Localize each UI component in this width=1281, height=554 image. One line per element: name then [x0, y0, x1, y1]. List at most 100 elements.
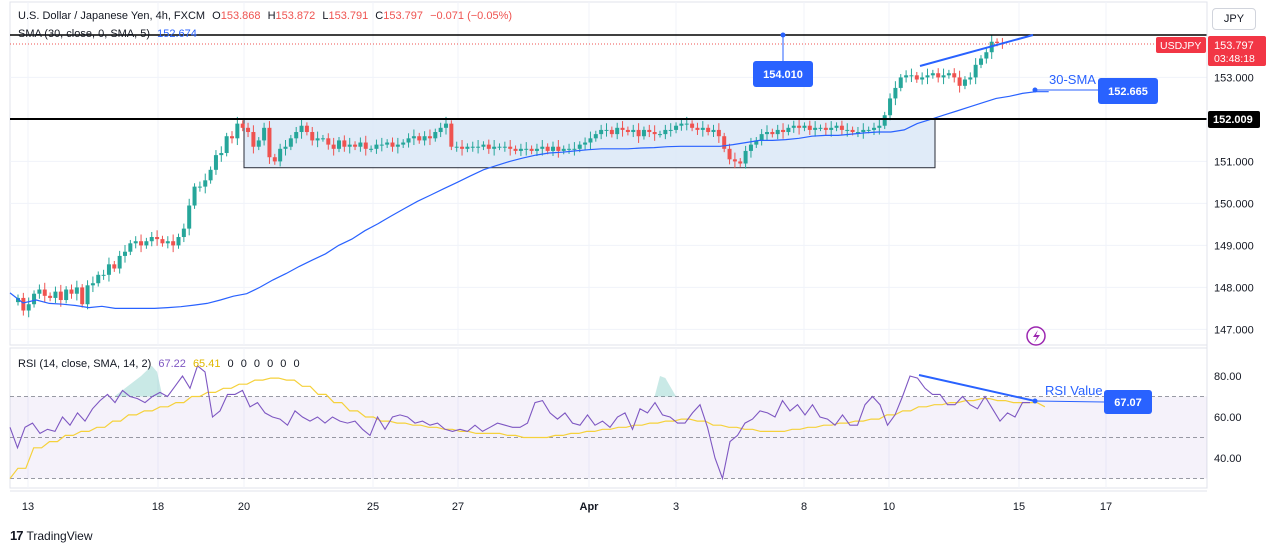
candle-body — [855, 132, 860, 134]
candle-body — [42, 289, 47, 296]
price-tick-label: 149.000 — [1214, 240, 1254, 252]
candle-body — [26, 304, 31, 311]
time-tick-label: 17 — [1100, 501, 1112, 513]
rsi-callout-value: 67.07 — [1114, 397, 1142, 409]
rsi-extra-2: 0 — [253, 358, 261, 370]
high-label: H — [267, 10, 276, 22]
candle-body — [64, 289, 69, 301]
candle-body — [101, 274, 106, 276]
candle-body — [304, 125, 309, 133]
rsi-ma-line — [9, 377, 1046, 479]
candle-body — [315, 138, 320, 141]
candle-body — [176, 237, 181, 246]
candle-body — [149, 237, 154, 242]
candle-body — [240, 123, 245, 128]
candle-body — [850, 129, 855, 133]
candle-body — [845, 129, 850, 131]
rsi-extra-1: 0 — [240, 358, 247, 370]
rsi-callout-dot — [1032, 398, 1038, 404]
rsi-trend-line — [918, 374, 1036, 402]
candle-body — [219, 153, 224, 156]
sma-callout-value: 152.665 — [1108, 86, 1148, 98]
candle-body — [668, 129, 673, 131]
time-tick-label: 10 — [883, 501, 895, 513]
candle-body — [738, 161, 743, 164]
rsi-extra-0: 0 — [227, 358, 234, 370]
candle-body — [888, 98, 893, 116]
candle-body — [117, 255, 122, 269]
low-label: L — [322, 10, 329, 22]
price-pane-frame — [9, 1, 1208, 346]
candle-body — [588, 138, 593, 143]
candle-body — [262, 127, 267, 141]
price-badge-value: 153.797 — [1214, 40, 1254, 52]
candle-body — [684, 123, 689, 125]
candle-body — [775, 129, 780, 135]
candle-body — [658, 134, 662, 136]
candle-body — [470, 146, 475, 148]
rsi-extra-4: 0 — [280, 358, 287, 370]
rsi-pane: 80.00 60.00 40.00 — [9, 364, 1242, 481]
candle-body — [160, 239, 165, 244]
candle-body — [155, 237, 160, 240]
candle-body — [326, 138, 331, 145]
rsi-extra-5: 0 — [293, 358, 300, 370]
candle-body — [540, 146, 545, 149]
tradingview-mark-icon: 17 — [10, 528, 24, 543]
candle-body — [941, 75, 946, 78]
candle-body — [417, 136, 422, 141]
sma-30-line — [9, 91, 1049, 309]
time-tick-label: Apr — [580, 501, 600, 513]
candle-body — [754, 140, 759, 145]
currency-button[interactable]: JPY — [1212, 8, 1256, 30]
candle-body — [256, 140, 261, 147]
candle-body — [534, 148, 539, 151]
candle-body — [224, 136, 229, 154]
candle-body — [979, 58, 983, 65]
symbol-name: U.S. Dollar / Japanese Yen, 4h, FXCM — [18, 10, 206, 22]
change-value: −0.071 (−0.05%) — [430, 10, 513, 22]
candle-body — [197, 186, 202, 188]
candle-body — [58, 291, 63, 301]
price-candles — [16, 35, 1005, 318]
open-label: O — [212, 10, 221, 22]
candle-body — [406, 138, 411, 143]
candle-body — [797, 125, 802, 128]
candle-body — [144, 241, 149, 246]
time-tick-label: 15 — [1013, 501, 1025, 513]
candle-body — [995, 41, 1000, 43]
candle-body — [700, 127, 705, 130]
candle-body — [353, 144, 358, 147]
candle-body — [957, 77, 962, 86]
price-tick-label: 153.000 — [1214, 72, 1254, 84]
price-trend-line — [919, 34, 1034, 67]
candle-body — [829, 127, 834, 130]
candle-body — [551, 146, 555, 151]
price-badge — [1208, 36, 1266, 66]
candle-body — [674, 125, 679, 130]
candle-body — [433, 132, 438, 139]
candle-body — [813, 127, 818, 130]
candle-body — [438, 127, 443, 133]
candle-body — [518, 148, 523, 151]
time-tick-label: 25 — [367, 501, 379, 513]
candle-body — [872, 127, 876, 130]
candle-body — [53, 291, 58, 298]
candle-body — [395, 144, 400, 147]
candle-body — [973, 64, 978, 78]
candle-body — [310, 132, 315, 141]
candle-body — [208, 169, 213, 181]
candle-body — [524, 148, 529, 150]
candle-body — [818, 127, 823, 129]
tradingview-wordmark: TradingView — [26, 528, 93, 543]
candle-body — [861, 129, 866, 133]
candle-body — [230, 136, 234, 139]
time-tick-label: 8 — [801, 501, 807, 513]
time-tick-label: 18 — [152, 501, 164, 513]
high-callout-box — [753, 61, 813, 87]
sma-callout-dot — [1032, 87, 1038, 93]
candle-body — [716, 129, 721, 137]
price-badge-countdown: 03:48:18 — [1214, 53, 1255, 65]
candle-body — [187, 205, 192, 229]
